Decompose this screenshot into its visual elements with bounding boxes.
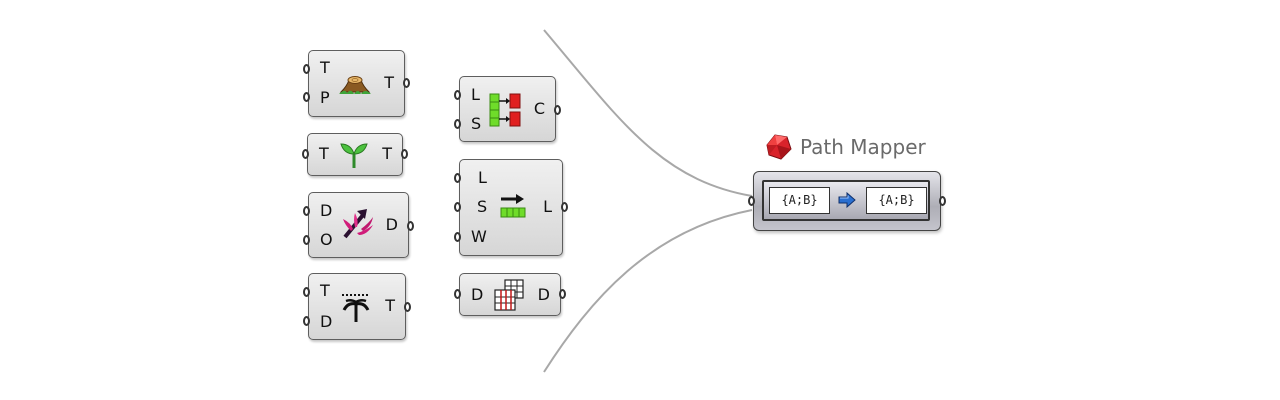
input-label-p: P — [320, 88, 330, 107]
blue-arrow-icon — [838, 192, 856, 208]
input-grip-l[interactable] — [454, 173, 461, 183]
shift-list-icon — [500, 194, 526, 218]
input-grip-d[interactable] — [303, 316, 310, 326]
input-grip-l[interactable] — [454, 90, 461, 100]
input-label-d: D — [320, 201, 333, 220]
input-label-d: D — [320, 312, 333, 331]
path-mapper-component[interactable]: {A;B} {A;B} — [748, 171, 946, 231]
flip-matrix-icon — [494, 279, 524, 311]
input-grip[interactable] — [748, 196, 755, 206]
output-label-t: T — [384, 73, 394, 92]
shift-list-component[interactable]: L S W L — [454, 159, 568, 256]
input-grip-o[interactable] — [303, 235, 310, 245]
input-label-l: L — [478, 168, 487, 187]
input-label-w: W — [471, 227, 487, 246]
simplify-tree-component[interactable]: T T — [302, 133, 408, 176]
input-grip-t[interactable] — [302, 149, 309, 159]
target-mask-field[interactable]: {A;B} — [866, 187, 927, 214]
output-label-c: C — [533, 99, 545, 118]
output-grip-l[interactable] — [561, 202, 568, 212]
input-grip-d[interactable] — [454, 289, 461, 299]
input-label-l: L — [471, 85, 480, 104]
output-label-l: L — [543, 197, 552, 216]
output-grip-t[interactable] — [401, 149, 408, 159]
path-mapper-title: Path Mapper — [800, 135, 926, 159]
input-grip-w[interactable] — [454, 232, 461, 242]
input-grip-d[interactable] — [303, 206, 310, 216]
red-gem-icon — [766, 134, 792, 160]
output-grip-t[interactable] — [403, 78, 410, 88]
split-list-icon — [489, 93, 521, 127]
split-list-component[interactable]: L S C — [454, 76, 561, 142]
graft-tree-component[interactable]: D O D — [303, 192, 414, 258]
input-grip-t[interactable] — [303, 64, 310, 74]
flatten-tree-icon — [342, 294, 370, 322]
output-label-d: D — [385, 215, 398, 234]
output-label-t: T — [385, 296, 395, 315]
wire-top[interactable] — [543, 29, 753, 197]
sprout-icon — [340, 143, 368, 168]
output-grip-d[interactable] — [559, 289, 566, 299]
output-label-d: D — [537, 285, 550, 304]
input-grip-s[interactable] — [454, 119, 461, 129]
input-label-d: D — [471, 285, 484, 304]
input-label-t: T — [320, 281, 330, 300]
flatten-tree-component[interactable]: T D T — [303, 273, 411, 340]
input-grip-t[interactable] — [303, 287, 310, 297]
output-grip-d[interactable] — [407, 221, 414, 231]
input-grip-s[interactable] — [454, 202, 461, 212]
graft-branch-icon — [343, 209, 373, 239]
input-grip-p[interactable] — [303, 92, 310, 102]
input-label-t: T — [319, 144, 329, 163]
tree-stump-icon — [339, 76, 371, 94]
input-label-o: O — [320, 230, 333, 249]
output-grip-t[interactable] — [404, 302, 411, 312]
input-label-t: T — [320, 58, 330, 77]
path-mapper-mask-panel: {A;B} {A;B} — [762, 180, 930, 221]
output-grip[interactable] — [939, 196, 946, 206]
input-label-s: S — [477, 197, 488, 216]
source-mask-field[interactable]: {A;B} — [769, 187, 830, 214]
flip-matrix-component[interactable]: D D — [454, 273, 566, 316]
wire-bottom[interactable] — [543, 209, 753, 373]
output-grip-c[interactable] — [554, 105, 561, 115]
tree-statistics-component[interactable]: T P T — [303, 50, 410, 117]
input-label-s: S — [471, 114, 482, 133]
output-label-t: T — [382, 144, 392, 163]
